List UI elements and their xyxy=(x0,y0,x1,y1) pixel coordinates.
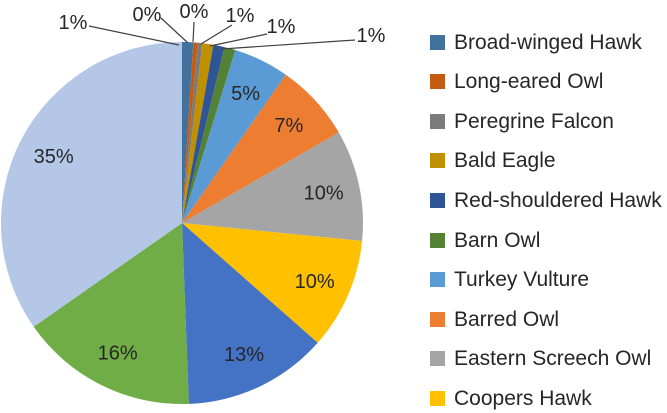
callout-percent-label: 0% xyxy=(133,4,162,26)
legend-color-swatch xyxy=(430,34,445,50)
slice-percent-label: 10% xyxy=(295,271,335,293)
callout-percent-label: 1% xyxy=(59,12,88,34)
slice-percent-label: 16% xyxy=(98,343,138,365)
legend-item[interactable]: Peregrine Falcon xyxy=(430,101,614,141)
leader-line xyxy=(209,33,268,47)
pie-slice[interactable] xyxy=(182,47,236,223)
leader-line xyxy=(221,39,356,50)
pie-slice[interactable] xyxy=(182,42,203,224)
legend-item[interactable]: Turkey Vulture xyxy=(430,260,589,300)
legend-item-label: Bald Eagle xyxy=(454,149,556,173)
pie-slice[interactable] xyxy=(182,42,198,224)
legend-item-label: Eastern Screech Owl xyxy=(454,347,652,371)
pie-slice[interactable] xyxy=(182,43,214,223)
leader-line xyxy=(88,25,180,46)
pie-slice[interactable] xyxy=(182,132,364,242)
legend-color-swatch xyxy=(430,390,445,406)
pie-slice[interactable] xyxy=(182,42,194,223)
slice-percent-label: 10% xyxy=(304,183,344,205)
callout-percent-label: 1% xyxy=(357,25,386,47)
callout-percent-label: 1% xyxy=(226,5,255,27)
legend-color-swatch xyxy=(430,272,445,288)
leader-line xyxy=(200,24,233,45)
legend-item[interactable]: Red-shouldered Hawk xyxy=(430,180,662,220)
legend-item-label: Turkey Vulture xyxy=(454,268,589,292)
pie-slice[interactable] xyxy=(182,50,286,223)
legend-item[interactable]: Broad-winged Hawk xyxy=(430,22,642,62)
legend-item[interactable]: Coopers Hawk xyxy=(430,378,592,413)
slice-percent-label: 13% xyxy=(224,344,264,366)
legend-item-label: Peregrine Falcon xyxy=(454,109,614,133)
legend-item[interactable]: Bald Eagle xyxy=(430,141,556,181)
legend-item[interactable]: Barn Owl xyxy=(430,220,540,260)
pie-slice[interactable] xyxy=(0,41,182,327)
legend-item-label: Red-shouldered Hawk xyxy=(454,188,662,212)
pie-slice[interactable] xyxy=(33,223,189,405)
slice-percent-label: 35% xyxy=(34,146,74,168)
slice-percent-label: 5% xyxy=(231,83,260,105)
legend-item[interactable]: Barred Owl xyxy=(430,299,559,339)
pie-slice[interactable] xyxy=(182,223,318,404)
legend-item-label: Barred Owl xyxy=(454,307,560,331)
legend-color-swatch xyxy=(430,311,445,327)
slice-percent-label: 7% xyxy=(274,115,303,137)
callout-percent-label: 0% xyxy=(180,1,209,23)
leader-line xyxy=(192,21,195,43)
pie-slice[interactable] xyxy=(182,44,225,224)
legend-item[interactable]: Long-eared Owl xyxy=(430,62,603,102)
legend-item-label: Long-eared Owl xyxy=(454,70,604,94)
legend-color-swatch xyxy=(430,153,445,169)
legend-color-swatch xyxy=(430,113,445,129)
legend-color-swatch xyxy=(430,232,445,248)
legend-color-swatch xyxy=(430,74,445,90)
legend-item-label: Broad-winged Hawk xyxy=(454,30,642,54)
pie-chart: 5% 7% 10% 10% 13% 16% 35% 1% 0% 0% 1% 1% 1% xyxy=(0,1,386,405)
callout-percent-label: 1% xyxy=(267,16,296,38)
pie-slice[interactable] xyxy=(182,74,339,223)
legend-item-label: Barn Owl xyxy=(454,228,541,252)
leader-line xyxy=(160,17,189,44)
legend-item[interactable]: Eastern Screech Owl xyxy=(430,339,651,379)
pie-slice[interactable] xyxy=(182,223,363,343)
legend-color-swatch xyxy=(430,192,445,208)
legend-color-swatch xyxy=(430,351,445,367)
legend-item-label: Coopers Hawk xyxy=(454,386,592,410)
